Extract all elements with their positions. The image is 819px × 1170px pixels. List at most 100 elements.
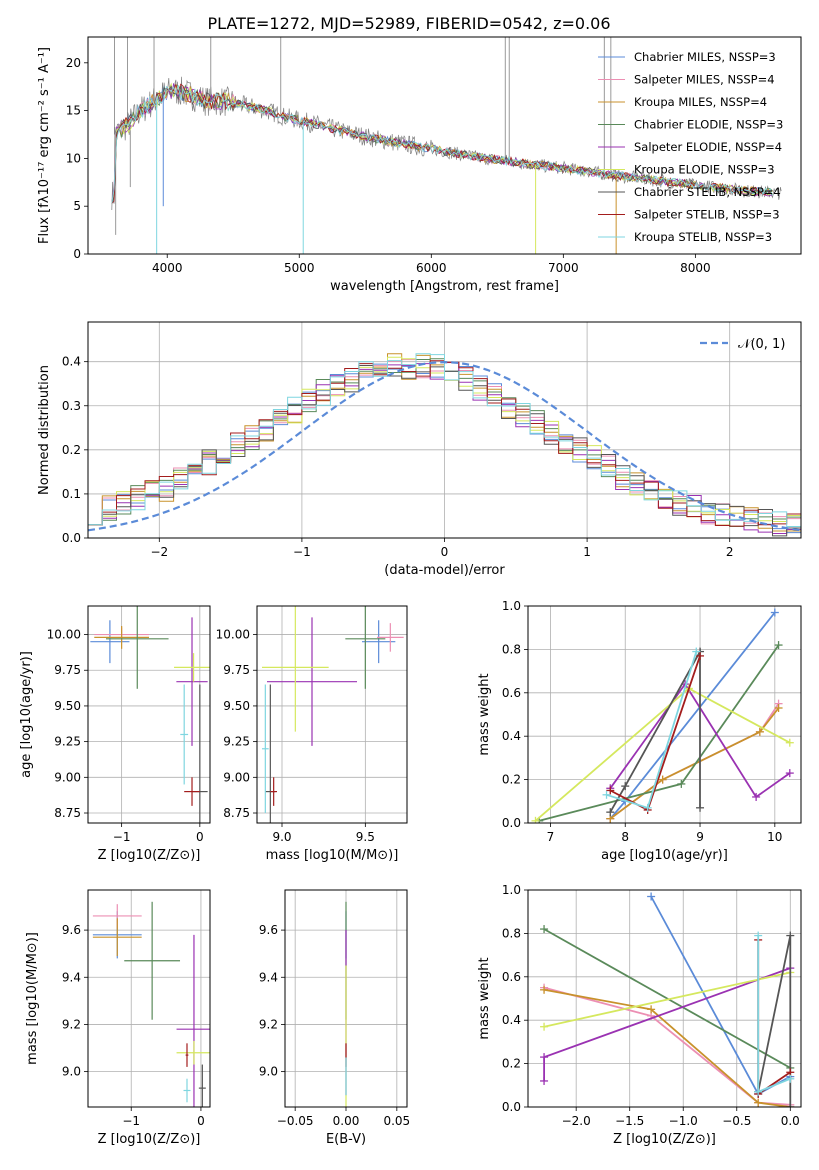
legend-label: Chabrier ELODIE, NSSP=3: [634, 118, 783, 132]
y-axis-label: mass weight: [477, 957, 492, 1039]
panel-1: 4000 5000 6000 7000 8000 0 5 10 15 20 wavelength […: [37, 14, 802, 294]
x-axis-label: wavelength [Angstrom, rest frame]: [330, 279, 559, 294]
y-tick-label: 0.6: [502, 970, 521, 984]
y-tick-label: 9.75: [223, 663, 250, 677]
weight-marker: [754, 931, 763, 940]
legend-label: 𝒩(0, 1): [738, 337, 785, 352]
x-tick-label: 0: [441, 545, 449, 559]
x-tick-label: 9: [696, 830, 704, 844]
legend-label: Salpeter ELODIE, NSSP=4: [634, 140, 782, 154]
y-tick-label: 0.4: [62, 355, 81, 369]
errorbar-point: [267, 617, 357, 746]
y-tick-label: 0.8: [502, 642, 521, 656]
plot-area: [531, 608, 794, 823]
y-tick-label: 9.0: [62, 1065, 81, 1079]
x-tick-label: −1.0: [669, 1114, 698, 1128]
errorbar-point: [184, 777, 200, 806]
panel-4: 9.0 9.5 8.75 9.00 9.25 9.50 9.75 10.00 mass [log…: [216, 605, 408, 863]
x-axis-label: Z [log10(Z/Z⊙)]: [98, 848, 201, 863]
x-tick-label: 0: [196, 830, 204, 844]
x-tick-label: 9.0: [272, 830, 291, 844]
weight-marker: [677, 779, 686, 788]
x-axis-label: mass [log10(M/M⊙)]: [266, 848, 399, 863]
axes-frame: [527, 605, 802, 824]
x-tick-label: −2.0: [562, 1114, 591, 1128]
weight-line-6: [543, 971, 791, 1028]
errorbar-point: [174, 653, 210, 682]
legend: Chabrier MILES, NSSP=3 Salpeter MILES, NS…: [598, 50, 783, 244]
y-tick-label: 0.2: [502, 773, 521, 787]
y-tick-label: 1.0: [502, 599, 521, 613]
weight-marker: [696, 651, 705, 660]
y-tick-label: 9.0: [259, 1065, 278, 1079]
x-tick-label: 4000: [152, 261, 183, 275]
weight-marker: [752, 792, 761, 801]
weight-marker: [774, 703, 783, 712]
weight-marker: [786, 1103, 795, 1107]
panel-2: −2 −1 0 1 2 0.0 0.1 0.2 0.3 0.4 (data-model)/error…: [37, 321, 802, 578]
axes-frame: [284, 889, 408, 1108]
y-tick-label: 0.3: [62, 399, 81, 413]
y-tick-label: 10.00: [47, 628, 81, 642]
legend-label: Kroupa ELODIE, NSSP=3: [634, 163, 775, 177]
y-tick-label: 9.50: [54, 699, 81, 713]
weight-line-1: [650, 896, 791, 1096]
x-tick-label: 2: [726, 545, 734, 559]
weight-marker: [606, 786, 615, 795]
model-spectrum-9: [111, 85, 773, 204]
errorbar-point: [92, 918, 142, 957]
plot-area: [88, 353, 801, 537]
y-tick-label: 9.25: [54, 735, 81, 749]
errorbar-point: [183, 1078, 191, 1103]
y-tick-label: 0.2: [502, 1057, 521, 1071]
y-tick-label: 9.4: [259, 970, 278, 984]
x-tick-label: 6000: [416, 261, 447, 275]
x-tick-label: 0: [197, 1114, 205, 1128]
plot-area: [262, 606, 404, 823]
x-tick-label: 8000: [680, 261, 711, 275]
y-tick-label: 0.8: [502, 926, 521, 940]
y-tick-label: 15: [66, 104, 81, 118]
y-tick-label: 0: [73, 247, 81, 261]
weight-marker: [785, 769, 794, 778]
y-axis-label: mass weight: [477, 673, 492, 755]
histogram-9: [88, 353, 801, 527]
errorbar-point: [176, 617, 208, 746]
y-tick-label: 8.75: [223, 806, 250, 820]
weight-marker: [540, 1053, 549, 1062]
weight-marker: [643, 803, 652, 812]
y-axis-label: age [log10(age/yr)]: [19, 651, 34, 778]
weight-marker: [770, 608, 779, 617]
weight-marker: [755, 727, 764, 736]
y-tick-label: 9.50: [223, 699, 250, 713]
x-tick-label: −2: [150, 545, 168, 559]
weight-line-4: [538, 644, 780, 822]
errorbar-point: [124, 901, 181, 1020]
legend-label: Kroupa MILES, NSSP=4: [634, 95, 767, 109]
legend-label: Salpeter MILES, NSSP=4: [634, 73, 775, 87]
y-tick-label: 0.6: [502, 686, 521, 700]
errorbar-point: [176, 934, 210, 1107]
x-tick-label: 5000: [284, 261, 315, 275]
y-tick-label: 9.00: [223, 770, 250, 784]
axes-frame: [87, 321, 802, 539]
weight-marker: [786, 1074, 795, 1083]
errorbar-point: [94, 625, 149, 649]
errorbar-point: [377, 623, 404, 652]
x-tick-label: 7: [547, 830, 555, 844]
weight-marker: [692, 647, 701, 656]
y-tick-label: 20: [66, 56, 81, 70]
weight-marker: [540, 925, 549, 934]
weight-line-5: [609, 682, 791, 799]
legend-label: Kroupa STELIB, NSSP=3: [634, 230, 772, 244]
axes-frame: [527, 889, 802, 1108]
weight-marker: [540, 1076, 549, 1085]
plot-area: [92, 901, 210, 1107]
weight-marker: [696, 803, 705, 812]
y-tick-label: 0.2: [62, 443, 81, 457]
weight-marker: [602, 790, 611, 799]
weight-line-3: [543, 988, 791, 1107]
errorbar-point: [262, 684, 269, 814]
weight-line-2: [609, 703, 780, 820]
